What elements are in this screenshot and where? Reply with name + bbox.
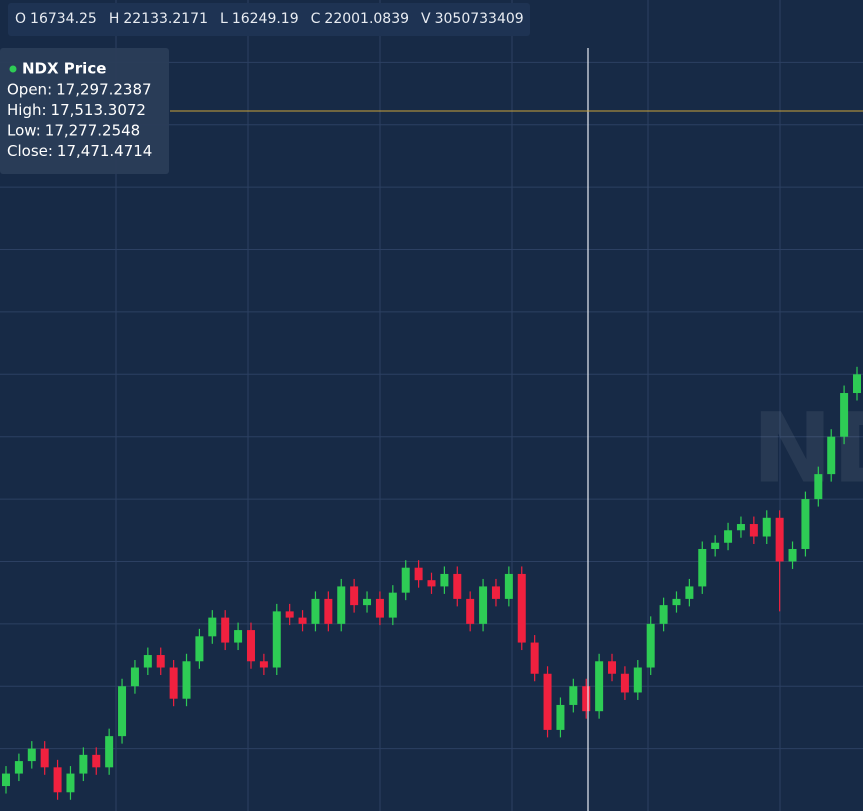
candle-body	[814, 474, 823, 500]
candle-body	[298, 617, 307, 624]
candle-body	[620, 673, 629, 693]
candle-body	[556, 704, 565, 730]
candles	[2, 366, 861, 800]
candle-body	[853, 374, 861, 394]
candle-body	[221, 617, 230, 643]
candle-body	[143, 655, 152, 668]
candle-body	[427, 580, 436, 587]
candle-body	[582, 686, 591, 712]
header-label: H	[109, 11, 120, 27]
tooltip-label: High:	[7, 101, 47, 119]
candle-body	[517, 573, 526, 643]
tooltip-value: 17,297.2387	[56, 81, 151, 99]
tooltip-label: Open:	[7, 81, 52, 99]
candle-body	[724, 530, 733, 543]
candle-body	[453, 573, 462, 599]
candle-body	[633, 667, 642, 693]
candle-body	[827, 436, 836, 475]
candle-body	[685, 586, 694, 599]
candle-body	[491, 586, 500, 599]
candle-body	[736, 524, 745, 531]
candle-body	[14, 761, 23, 774]
candle-body	[311, 598, 320, 624]
candle-body	[105, 736, 114, 768]
candle-body	[92, 754, 101, 768]
candle-body	[698, 548, 707, 587]
candle-body	[608, 661, 617, 674]
candle-body	[749, 524, 758, 537]
header-value: 16249.19	[232, 11, 299, 27]
candle-body	[66, 773, 75, 793]
candle-body	[195, 636, 204, 662]
horizontal-grid	[0, 61, 863, 750]
candle-body	[182, 661, 191, 699]
tooltip-value: 17,471.4714	[57, 142, 152, 160]
candle-body	[53, 767, 62, 793]
header-value: 22133.2171	[123, 11, 208, 27]
candle-body	[118, 686, 127, 737]
tooltip-box	[0, 48, 169, 174]
candle-body	[169, 667, 178, 699]
candle-body	[711, 542, 720, 549]
candle-body	[285, 611, 294, 618]
candle-body	[401, 567, 410, 593]
candle-body	[775, 517, 784, 562]
tooltip-title: NDX Price	[22, 60, 106, 78]
candle-body	[840, 393, 849, 437]
ohlcv-header: O 16734.25 H 22133.2171 L 16249.19 C 22001.0839…	[8, 3, 530, 36]
candle-body	[259, 661, 268, 668]
candle-body	[530, 642, 539, 674]
tooltip-label: Close:	[7, 142, 53, 160]
candle-body	[272, 611, 281, 668]
candle-body	[208, 617, 217, 637]
candle-body	[2, 773, 10, 787]
candle-body	[27, 748, 36, 762]
header-value: 16734.25	[30, 11, 97, 27]
candle-body	[79, 754, 88, 774]
candle-body	[337, 586, 346, 624]
candle-body	[659, 605, 668, 624]
header-label: V	[421, 11, 431, 27]
header-value: 3050733409	[435, 11, 524, 27]
candle-body	[762, 517, 771, 537]
candle-body	[234, 630, 243, 643]
candle-body	[672, 598, 681, 606]
candle-body	[646, 623, 655, 668]
header-box	[8, 3, 530, 36]
candle-body	[569, 686, 578, 705]
candle-body	[543, 673, 552, 730]
candle-body	[801, 499, 810, 549]
candle-body	[504, 573, 513, 599]
candle-body	[479, 586, 488, 624]
candle-body	[40, 748, 49, 768]
header-label: L	[220, 11, 228, 27]
tooltip: NDX Price Open: 17,297.2387 High: 17,513.30…	[0, 48, 169, 174]
candle-body	[388, 592, 397, 618]
candle-body	[156, 655, 165, 668]
tooltip-value: 17,277.2548	[45, 122, 140, 140]
header-value: 22001.0839	[324, 11, 409, 27]
candle-body	[246, 630, 255, 662]
header-label: C	[311, 11, 321, 27]
header-label: O	[15, 11, 26, 27]
candle-body	[440, 573, 449, 587]
tooltip-value: 17,513.3072	[51, 101, 146, 119]
candle-body	[130, 667, 139, 687]
candle-body	[414, 567, 423, 581]
tooltip-dot	[9, 65, 17, 73]
candle-body	[595, 661, 604, 712]
candle-body	[363, 598, 372, 606]
tooltip-label: Low:	[7, 122, 41, 140]
candle-body	[324, 598, 333, 624]
candle-body	[466, 598, 475, 624]
candle-body	[788, 548, 797, 562]
candle-body	[350, 586, 359, 606]
candle-body	[375, 598, 384, 618]
